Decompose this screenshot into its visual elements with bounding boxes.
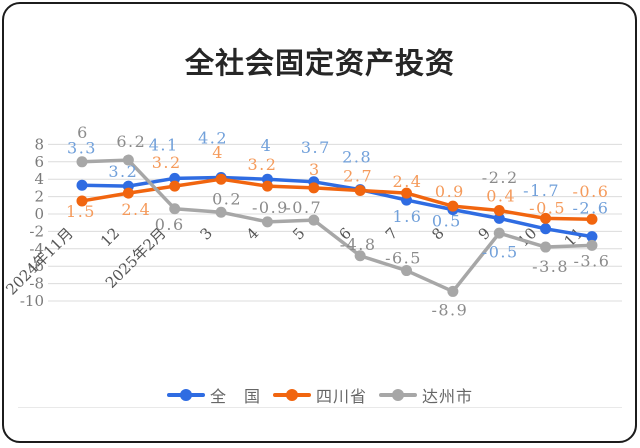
dazhou-data-label: -4.8 [340,235,377,254]
national-data-label: -1.7 [523,181,560,200]
dazhou-data-point [540,241,552,253]
sichuan-data-point [308,182,320,194]
sichuan-data-point [169,180,181,192]
dazhou-data-point [308,214,320,226]
sichuan-data-label: -0.6 [573,182,610,201]
legend-divider [18,407,622,408]
x-axis-tick-label: 5 [289,224,308,243]
national-series-marker-icon [166,388,205,402]
sichuan-data-label: 3.2 [247,155,277,174]
legend-item-national: 全 国 [166,383,261,407]
x-axis-tick-label: 7 [382,224,401,243]
national-data-point [586,231,598,243]
sichuan-data-label: -0.5 [529,198,566,217]
y-axis-tick-label: -8 [29,275,44,293]
sichuan-data-point [447,200,459,212]
legend-label-dazhou: 达州市 [422,387,474,406]
sichuan-data-point [354,185,366,197]
legend-item-dazhou: 达州市 [379,383,473,407]
y-axis-tick-label: 4 [34,170,44,188]
national-data-label: -0.5 [482,242,519,261]
sichuan-data-point [586,213,598,225]
y-axis-tick-label: -10 [20,292,44,310]
y-axis-tick-label: -4 [29,240,44,258]
x-axis-tick-label: 12 [97,224,123,250]
dazhou-data-label: 0.6 [155,215,185,234]
national-data-point [540,223,552,235]
national-data-label: 3.7 [301,138,331,157]
national-data-label: 4 [261,136,273,155]
dazhou-data-label: 6.2 [116,132,146,151]
national-data-label: 2.8 [342,148,372,167]
dazhou-data-label: 6 [77,123,89,142]
national-data-label: -2.6 [573,199,610,218]
national-data-label: 4.1 [149,135,179,154]
national-data-label: 3.3 [67,138,97,157]
dazhou-data-point [354,250,366,262]
dazhou-data-label: 0.2 [212,189,242,208]
dazhou-data-point [169,203,181,215]
sichuan-data-label: 2.4 [393,172,423,191]
sichuan-data-point [215,173,227,185]
y-axis-tick-label: -6 [29,257,44,275]
sichuan-series-line [80,177,594,221]
sichuan-series-marker-icon [272,388,311,402]
national-data-label: 0.5 [432,212,462,231]
dazhou-data-point [447,285,459,297]
sichuan-data-label: 4 [212,143,224,162]
dazhou-data-label: -0.9 [252,198,289,217]
dazhou-data-point [493,227,505,239]
sichuan-data-label: 0.9 [435,182,465,201]
dazhou-data-label: -6.5 [385,249,422,268]
dazhou-data-point [76,156,88,168]
national-data-point [169,172,181,184]
national-data-label: 1.6 [393,207,423,226]
dazhou-data-point [586,239,598,251]
chart-legend: 全 国 四川省 达州市 [0,383,640,407]
sichuan-data-label: 2.4 [121,200,151,219]
legend-item-sichuan: 四川省 [272,383,367,407]
national-series-line [80,175,594,239]
dazhou-data-label: -0.7 [285,198,322,217]
sichuan-data-point [122,187,134,199]
sichuan-data-label: 3.2 [152,153,182,172]
national-data-point [76,179,88,191]
sichuan-data-label: 3 [309,160,321,179]
sichuan-data-point [493,205,505,217]
dazhou-data-label: -8.9 [431,300,468,319]
y-axis-tick-label: -2 [29,222,44,240]
y-axis-tick-label: 8 [34,135,44,153]
dazhou-data-point [122,154,134,166]
dazhou-data-label: -3.6 [574,251,611,270]
chart-title: 全社会固定资产投资 [184,48,455,80]
sichuan-data-point [540,212,552,224]
national-data-label: 3.2 [108,162,138,181]
sichuan-data-point [76,195,88,207]
dazhou-series-line [80,158,594,294]
y-axis-tick-label: 2 [34,188,44,206]
y-axis-tick-label: 6 [34,153,44,171]
dazhou-data-point [261,216,273,228]
sichuan-data-point [261,180,273,192]
sichuan-data-label: 2.7 [343,167,373,186]
national-data-point [493,212,505,224]
dazhou-data-point [401,265,413,277]
national-data-label: 4.2 [198,128,228,147]
dazhou-series-marker-icon [379,388,417,402]
y-axis-tick-label: 0 [34,205,44,223]
dazhou-data-point [215,206,227,218]
dazhou-data-label: -3.8 [532,257,569,276]
x-axis-tick-label: 3 [196,224,215,243]
legend-label-national: 全 国 [209,387,261,406]
sichuan-data-label: 1.5 [66,202,96,221]
sichuan-data-label: 0.4 [486,187,516,206]
legend-label-sichuan: 四川省 [315,387,367,406]
dazhou-data-label: -2.2 [482,168,519,187]
sichuan-data-point [401,187,413,199]
x-axis-tick-label: 4 [243,224,262,243]
